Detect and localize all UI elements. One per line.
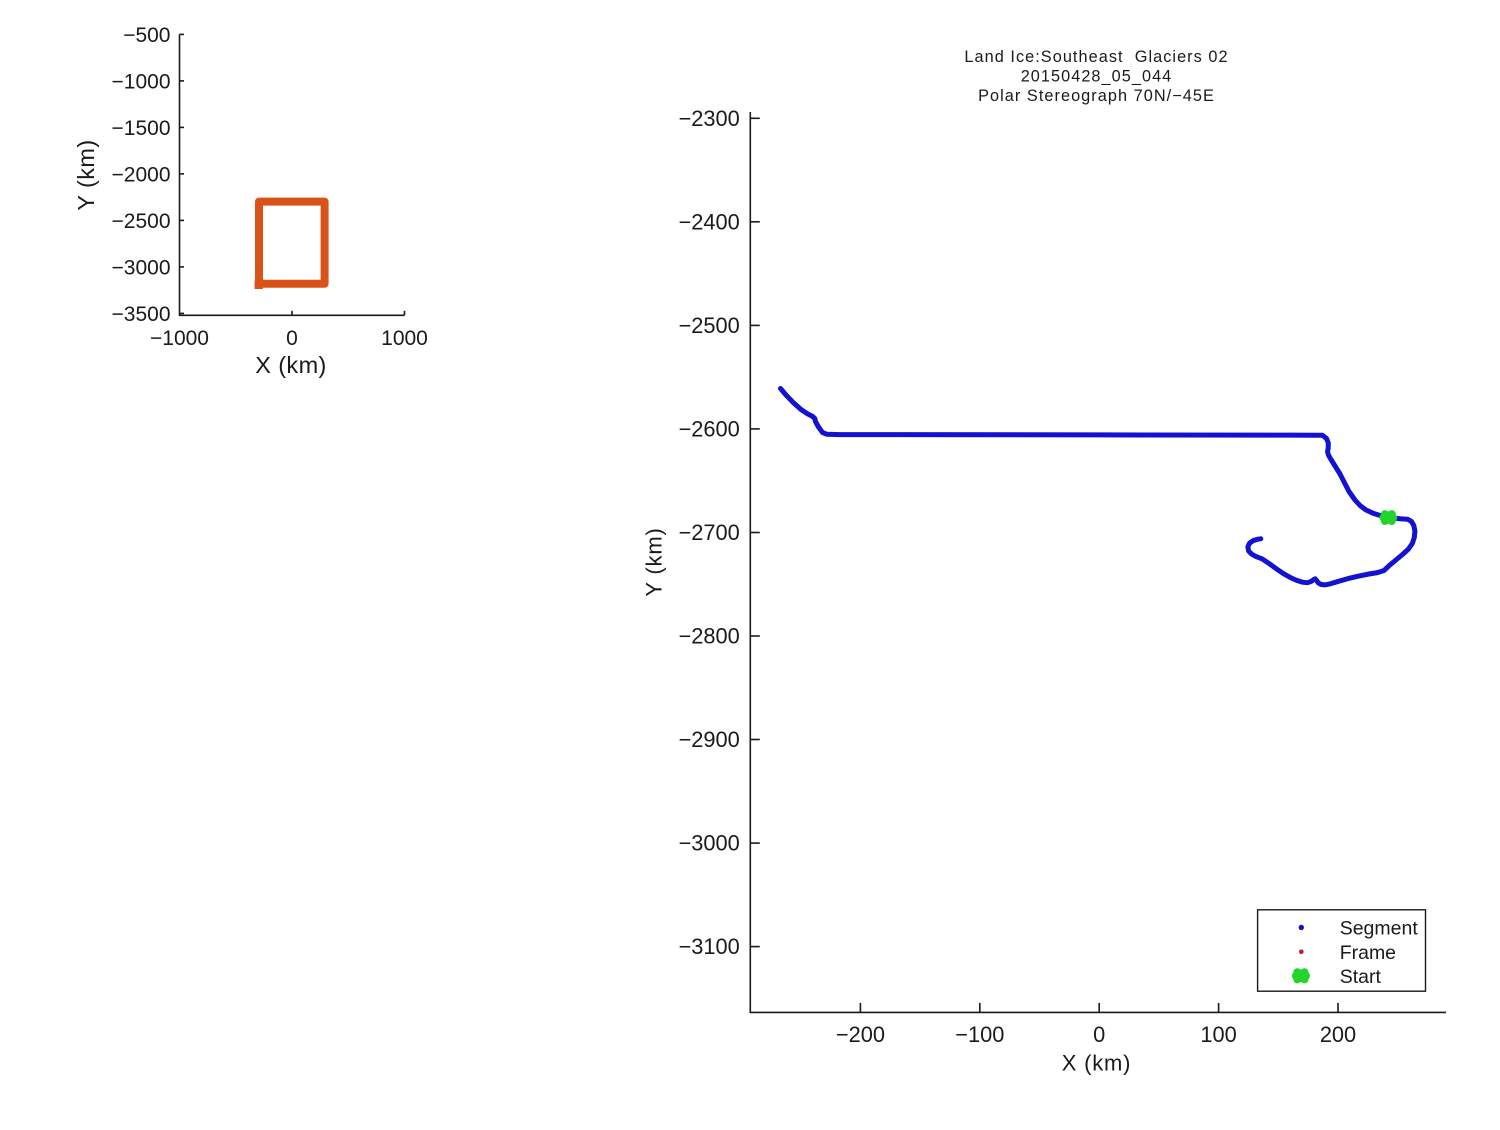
svg-text:−2000: −2000 [112, 163, 171, 186]
svg-text:20150428_05_044: 20150428_05_044 [1021, 68, 1173, 86]
svg-text:−3000: −3000 [679, 831, 740, 856]
svg-text:−1500: −1500 [112, 117, 171, 140]
svg-text:−100: −100 [955, 1022, 1004, 1047]
svg-text:Frame: Frame [1340, 942, 1396, 964]
svg-text:−3000: −3000 [112, 256, 171, 279]
svg-text:Segment: Segment [1340, 918, 1419, 940]
svg-text:−3500: −3500 [112, 303, 171, 326]
svg-text:−1000: −1000 [150, 327, 209, 350]
svg-text:Start: Start [1340, 966, 1382, 988]
svg-text:−2300: −2300 [679, 106, 740, 131]
svg-text:1000: 1000 [381, 327, 428, 350]
svg-text:−3100: −3100 [679, 934, 740, 959]
svg-text:−200: −200 [836, 1022, 885, 1047]
svg-text:Y (km): Y (km) [642, 527, 667, 596]
svg-text:−2500: −2500 [679, 313, 740, 338]
svg-text:X (km): X (km) [255, 352, 327, 378]
svg-text:−2600: −2600 [679, 416, 740, 441]
svg-text:Y (km): Y (km) [73, 139, 99, 210]
svg-text:−2800: −2800 [679, 624, 740, 649]
svg-text:−2900: −2900 [679, 727, 740, 752]
svg-text:Polar Stereograph 70N/−45E: Polar Stereograph 70N/−45E [978, 87, 1215, 105]
svg-text:−2400: −2400 [679, 209, 740, 234]
svg-text:−2700: −2700 [679, 520, 740, 545]
svg-text:Land Ice:Southeast Glaciers 0: Land Ice:Southeast Glaciers 02 [964, 48, 1228, 66]
svg-text:−1000: −1000 [112, 70, 171, 93]
svg-text:0: 0 [286, 327, 298, 350]
svg-text:X (km): X (km) [1062, 1051, 1132, 1076]
svg-text:−500: −500 [123, 24, 170, 47]
svg-text:−2500: −2500 [112, 210, 171, 233]
svg-text:200: 200 [1320, 1022, 1356, 1047]
svg-text:100: 100 [1200, 1022, 1236, 1047]
svg-text:0: 0 [1093, 1022, 1105, 1047]
